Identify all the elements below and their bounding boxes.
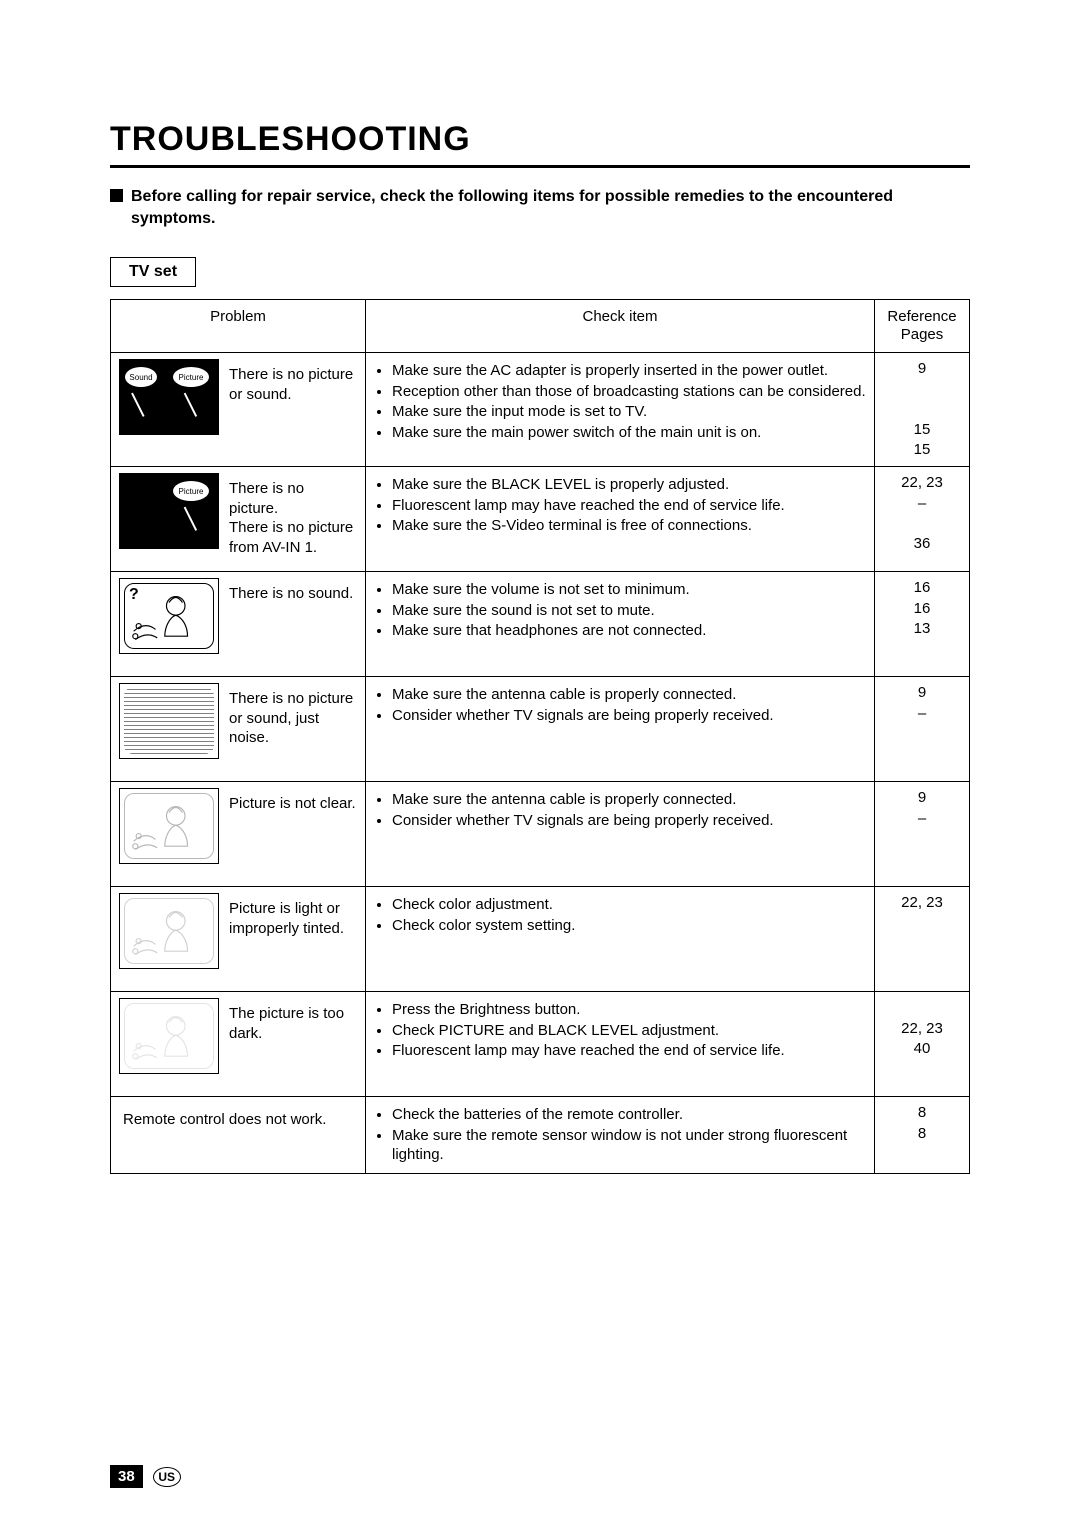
check-cell: Make sure the antenna cable is properly …	[366, 782, 875, 887]
thumb-not-clear-icon	[119, 788, 219, 864]
problem-text: Picture is light or improperly tinted.	[229, 893, 357, 938]
check-cell: Press the Brightness button.Check PICTUR…	[366, 992, 875, 1097]
reference-cell: 9 –	[875, 677, 970, 782]
table-row: Picture is not clear. Make sure the ante…	[111, 782, 970, 887]
problem-text: There is no picture or sound.	[229, 359, 357, 404]
check-item: Make sure the main power switch of the m…	[392, 423, 866, 443]
check-item: Check color system setting.	[392, 916, 866, 936]
table-row: Picture is light or improperly tinted. C…	[111, 887, 970, 992]
check-item: Make sure the AC adapter is properly ins…	[392, 361, 866, 381]
table-row: There is no picture or sound, just noise…	[111, 677, 970, 782]
check-item: Make sure that headphones are not connec…	[392, 621, 866, 641]
square-bullet-icon	[110, 189, 123, 202]
check-item: Fluorescent lamp may have reached the en…	[392, 496, 866, 516]
thumb-noise-icon	[119, 683, 219, 759]
check-cell: Make sure the AC adapter is properly ins…	[366, 353, 875, 467]
reference-cell: 22, 23 – 36	[875, 467, 970, 572]
check-item: Press the Brightness button.	[392, 1000, 866, 1020]
problem-cell: ? There is no sound.	[111, 572, 366, 677]
check-item: Fluorescent lamp may have reached the en…	[392, 1041, 866, 1061]
problem-cell: The picture is too dark.	[111, 992, 366, 1097]
header-reference: Reference Pages	[875, 300, 970, 353]
reference-cell: 9 –	[875, 782, 970, 887]
page-footer: 38 US	[110, 1465, 181, 1488]
troubleshooting-table: Problem Check item Reference Pages Sound…	[110, 299, 970, 1174]
page-number: 38	[110, 1465, 143, 1488]
check-item: Reception other than those of broadcasti…	[392, 382, 866, 402]
table-row: Picture There is no picture.There is no …	[111, 467, 970, 572]
thumb-no-sound-icon: ?	[119, 578, 219, 654]
problem-cell: Remote control does not work.	[111, 1097, 366, 1174]
check-item: Make sure the BLACK LEVEL is properly ad…	[392, 475, 866, 495]
header-problem: Problem	[111, 300, 366, 353]
table-row: The picture is too dark. Press the Brigh…	[111, 992, 970, 1097]
thumb-tinted-icon	[119, 893, 219, 969]
intro-block: Before calling for repair service, check…	[110, 186, 970, 229]
problem-cell: Sound Picture There is no picture or sou…	[111, 353, 366, 467]
check-cell: Check the batteries of the remote contro…	[366, 1097, 875, 1174]
intro-text: Before calling for repair service, check…	[131, 186, 970, 229]
table-row: ? There is no sound. Make sure the volum…	[111, 572, 970, 677]
thumb-too-dark-icon	[119, 998, 219, 1074]
reference-cell: 9 15 15	[875, 353, 970, 467]
reference-cell: 22, 23	[875, 887, 970, 992]
check-item: Check color adjustment.	[392, 895, 866, 915]
check-cell: Make sure the volume is not set to minim…	[366, 572, 875, 677]
table-row: Sound Picture There is no picture or sou…	[111, 353, 970, 467]
table-row: Remote control does not work. Check the b…	[111, 1097, 970, 1174]
problem-text: There is no sound.	[229, 578, 353, 604]
check-item: Make sure the remote sensor window is no…	[392, 1126, 866, 1165]
reference-cell: 8 8	[875, 1097, 970, 1174]
reference-cell: 16 16 13	[875, 572, 970, 677]
header-check: Check item	[366, 300, 875, 353]
check-cell: Make sure the BLACK LEVEL is properly ad…	[366, 467, 875, 572]
check-cell: Check color adjustment.Check color syste…	[366, 887, 875, 992]
thumb-no-picture-icon: Picture	[119, 473, 219, 549]
problem-text: There is no picture.There is no picture …	[229, 473, 357, 557]
check-item: Make sure the antenna cable is properly …	[392, 790, 866, 810]
check-item: Make sure the sound is not set to mute.	[392, 601, 866, 621]
page-title: TROUBLESHOOTING	[110, 120, 970, 159]
problem-cell: Picture is light or improperly tinted.	[111, 887, 366, 992]
problem-cell: Picture is not clear.	[111, 782, 366, 887]
problem-text: Remote control does not work.	[119, 1103, 357, 1136]
problem-cell: There is no picture or sound, just noise…	[111, 677, 366, 782]
table-header-row: Problem Check item Reference Pages	[111, 300, 970, 353]
problem-text: There is no picture or sound, just noise…	[229, 683, 357, 748]
reference-cell: 22, 23 40	[875, 992, 970, 1097]
section-label: TV set	[110, 257, 196, 287]
check-item: Check PICTURE and BLACK LEVEL adjustment…	[392, 1021, 866, 1041]
problem-cell: Picture There is no picture.There is no …	[111, 467, 366, 572]
check-item: Check the batteries of the remote contro…	[392, 1105, 866, 1125]
problem-text: The picture is too dark.	[229, 998, 357, 1043]
check-item: Make sure the antenna cable is properly …	[392, 685, 866, 705]
problem-text: Picture is not clear.	[229, 788, 356, 814]
region-badge: US	[153, 1467, 181, 1487]
check-cell: Make sure the antenna cable is properly …	[366, 677, 875, 782]
thumb-no-pic-no-sound-icon: Sound Picture	[119, 359, 219, 435]
check-item: Make sure the input mode is set to TV.	[392, 402, 866, 422]
check-item: Consider whether TV signals are being pr…	[392, 706, 866, 726]
check-item: Make sure the S-Video terminal is free o…	[392, 516, 866, 536]
check-item: Consider whether TV signals are being pr…	[392, 811, 866, 831]
title-rule	[110, 165, 970, 168]
check-item: Make sure the volume is not set to minim…	[392, 580, 866, 600]
